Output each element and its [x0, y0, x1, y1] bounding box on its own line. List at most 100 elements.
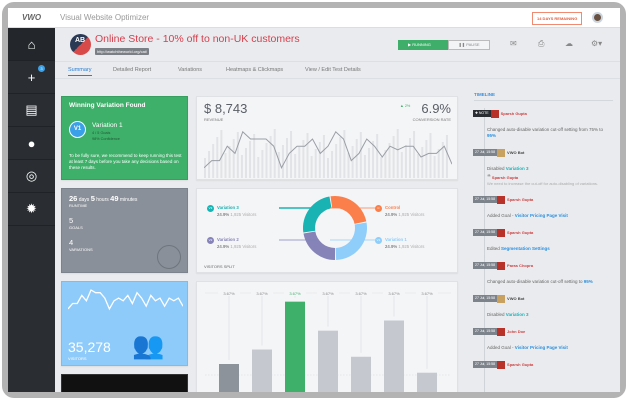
- event-link[interactable]: Variation 3: [505, 166, 529, 171]
- pause-button[interactable]: ❚❚ PAUSE: [448, 40, 490, 50]
- tab-bar: Summary Detailed Report Variations Heatmaps…: [55, 62, 620, 79]
- revenue-bar: [425, 140, 428, 178]
- revenue-bar: [306, 133, 309, 178]
- sidebar-item-lightbulb[interactable]: ●: [8, 127, 55, 160]
- split-visitors: 1,925 Visitors: [398, 244, 425, 249]
- bar-value-label: 3.67%: [355, 291, 367, 296]
- split-legend-c: C Control 24.9% 1,925 Visitors: [375, 205, 425, 217]
- visitors-value: 35,278: [68, 339, 111, 355]
- variation-badge: V3: [207, 205, 214, 212]
- gauge-icon: [157, 245, 181, 269]
- event-user[interactable]: Paras Chopra: [507, 263, 534, 269]
- timeline-event: 27 Jul, 15:58 Paras Chopra Changed auto-di…: [473, 257, 613, 285]
- event-text: Changed auto-disable variation cut-off s…: [487, 279, 584, 284]
- event-text: Edited: [487, 246, 502, 251]
- trial-remaining-button[interactable]: 14 DAYS REMAINING: [532, 12, 583, 25]
- donut-slice-c[interactable]: [330, 196, 367, 224]
- user-avatar: [497, 261, 506, 270]
- event-text: Added Goal -: [487, 213, 515, 218]
- event-timestamp: 27 Jul, 15:58: [473, 229, 498, 237]
- revenue-bar: [290, 131, 293, 178]
- event-link[interactable]: Variation 3: [505, 312, 529, 317]
- event-text: Changed auto-disable variation cut-off s…: [487, 127, 603, 132]
- add-note-button[interactable]: ✚ NOTE: [473, 110, 491, 118]
- revenue-bar: [363, 155, 366, 178]
- visitors-split-donut: [279, 196, 377, 260]
- tab-detailed-report[interactable]: Detailed Report: [113, 67, 152, 73]
- split-visitors: 1,925 Visitors: [398, 212, 425, 217]
- variations-label: VARIATIONS: [69, 247, 93, 252]
- running-button[interactable]: ▶ RUNNING: [398, 40, 448, 50]
- visitors-sparkline: [68, 289, 183, 311]
- top-bar: VWO Visual Website Optimizer 14 DAYS REM…: [8, 8, 620, 28]
- tab-heatmaps-clickmaps[interactable]: Heatmaps & Clickmaps: [226, 67, 284, 73]
- event-link[interactable]: 95%: [487, 133, 497, 138]
- hours-unit: hours: [96, 197, 109, 203]
- bar-value-label: 3.67%: [223, 291, 235, 296]
- sidebar-item-lifebuoy[interactable]: ◎: [8, 160, 55, 193]
- event-link[interactable]: Visitor Pricing Page Visit: [514, 213, 568, 218]
- event-link[interactable]: Segmentation Settings: [501, 246, 550, 251]
- mail-icon[interactable]: ✉: [510, 39, 517, 48]
- event-timestamp: 27 Jul, 15:58: [473, 361, 498, 369]
- sidebar-item-plus[interactable]: +3: [8, 61, 55, 94]
- user-avatar: [497, 294, 506, 303]
- test-url[interactable]: http://watchtheworld.org/cat/: [95, 48, 150, 55]
- lightbulb-icon: ●: [27, 135, 36, 151]
- event-user[interactable]: Sparsh Gupta: [500, 111, 527, 117]
- vwo-logo: VWO: [22, 13, 42, 22]
- sidebar: ⌂ +3 ▤ ● ◎ ✹: [8, 28, 55, 392]
- variation-bar[interactable]: [318, 330, 338, 392]
- timeline-heading: TIMELINE: [474, 92, 613, 101]
- visitors-card: 👥 35,278 VISITORS: [61, 281, 188, 366]
- revenue-bar: [224, 153, 227, 178]
- user-avatar: [497, 327, 506, 336]
- event-link[interactable]: Visitor Pricing Page Visit: [514, 345, 568, 350]
- revenue-bar: [331, 151, 334, 178]
- sidebar-item-gear[interactable]: ✹: [8, 193, 55, 226]
- event-link[interactable]: 95%: [583, 279, 593, 284]
- settings-icon[interactable]: ⚙▾: [591, 39, 603, 48]
- event-user[interactable]: John Doe: [507, 329, 526, 335]
- user-avatar: [497, 228, 506, 237]
- donut-slice-v3[interactable]: [303, 196, 332, 233]
- variation-bar[interactable]: [384, 320, 404, 393]
- sidebar-item-clipboard[interactable]: ▤: [8, 94, 55, 127]
- variation-bar[interactable]: [285, 301, 305, 392]
- heatmap-preview-card[interactable]: [61, 374, 188, 392]
- revenue-bar: [417, 154, 420, 178]
- revenue-bar: [265, 143, 268, 178]
- event-user[interactable]: Sparsh Gupta: [507, 230, 534, 236]
- donut-slice-v2[interactable]: [303, 231, 335, 260]
- revenue-value: $ 8,743: [204, 101, 248, 116]
- quote-icon: ❝: [487, 174, 491, 181]
- variation-bar[interactable]: [252, 349, 272, 393]
- tab-variations[interactable]: Variations: [178, 67, 203, 73]
- user-avatar[interactable]: [592, 12, 603, 23]
- variation-bar[interactable]: [219, 364, 239, 392]
- tab-summary[interactable]: Summary: [68, 67, 92, 76]
- cloud-download-icon[interactable]: ☁: [565, 39, 573, 48]
- event-user[interactable]: VWO Bot: [507, 296, 525, 302]
- revenue-bar: [249, 141, 252, 178]
- print-icon[interactable]: ⎙: [538, 39, 545, 48]
- variation-bar[interactable]: [351, 356, 371, 392]
- revenue-line: [204, 130, 452, 170]
- notification-badge: 3: [38, 65, 45, 72]
- revenue-bar: [257, 157, 260, 178]
- event-user[interactable]: Sparsh Gupta: [507, 362, 534, 368]
- tab-view-edit-test-details[interactable]: View / Edit Test Details: [305, 67, 361, 73]
- revenue-bar: [294, 154, 297, 178]
- variation-bar[interactable]: [417, 372, 437, 392]
- split-visitors: 1,925 Visitors: [230, 212, 257, 217]
- user-avatar: [497, 148, 506, 157]
- user-avatar: [497, 360, 506, 369]
- runtime-label: RUNTIME: [69, 203, 88, 208]
- event-user[interactable]: Sparsh Gupta: [507, 197, 534, 203]
- variation-badge: V1: [375, 237, 382, 244]
- users-icon: 👥: [132, 330, 165, 360]
- donut-slice-v1[interactable]: [335, 222, 367, 260]
- runtime-card: 26 days 5 hours 49 minutes RUNTIME 5 GOA…: [61, 188, 188, 273]
- sidebar-item-home[interactable]: ⌂: [8, 28, 55, 61]
- event-user[interactable]: VWO Bot: [507, 150, 525, 156]
